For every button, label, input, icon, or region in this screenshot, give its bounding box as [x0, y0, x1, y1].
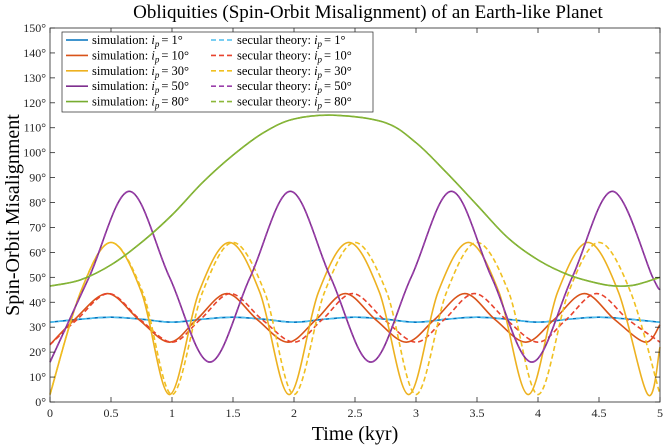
legend-symbol: i: [314, 48, 318, 62]
legend-entry-0: simulation: ip = 1°: [92, 33, 183, 49]
legend-prefix: simulation:: [92, 48, 151, 62]
legend-symbol: i: [151, 33, 155, 47]
y-tick-label: 50°: [29, 270, 46, 284]
y-tick-label: 140°: [23, 46, 46, 60]
legend-prefix: secular theory:: [237, 95, 314, 109]
legend-subscript: p: [317, 54, 323, 64]
y-tick-label: 100°: [23, 146, 46, 160]
legend-subscript: p: [317, 85, 323, 95]
series-line-9: [49, 114, 661, 287]
legend-prefix: secular theory:: [237, 33, 314, 47]
series-line-3: [49, 292, 661, 346]
legend-prefix: secular theory:: [237, 79, 314, 93]
x-tick-label: 2: [291, 406, 297, 420]
legend-value: = 1°: [324, 33, 345, 47]
chart-title: Obliquities (Spin-Orbit Misalignment) of…: [133, 2, 603, 23]
legend-value: = 30°: [324, 64, 352, 78]
y-tick-label: 0°: [35, 395, 46, 409]
legend-prefix: secular theory:: [237, 48, 314, 62]
legend-prefix: simulation:: [92, 95, 151, 109]
legend-symbol: i: [314, 95, 318, 109]
legend: simulation: ip = 1° secular theory: ip = 1°…: [61, 31, 374, 113]
legend-subscript: p: [317, 70, 323, 80]
y-tick-label: 40°: [29, 295, 46, 309]
legend-value: = 1°: [161, 33, 182, 47]
y-tick-label: 30°: [29, 320, 46, 334]
legend-entry-2: simulation: ip = 10°: [92, 48, 189, 64]
legend-subscript: p: [317, 39, 323, 49]
legend-subscript: p: [154, 39, 160, 49]
legend-symbol: i: [151, 79, 155, 93]
y-tick-label: 80°: [29, 196, 46, 210]
x-tick-label: 1.5: [226, 406, 241, 420]
legend-entry-1: secular theory: ip = 1°: [237, 33, 345, 49]
legend-subscript: p: [154, 85, 160, 95]
x-tick-label: 2.5: [348, 406, 363, 420]
legend-subscript: p: [317, 101, 323, 111]
legend-value: = 50°: [324, 79, 352, 93]
legend-entry-9: secular theory: ip = 80°: [237, 95, 352, 111]
x-tick-label: 3.5: [470, 406, 485, 420]
legend-box: [61, 31, 374, 113]
legend-symbol: i: [151, 95, 155, 109]
y-tick-label: 120°: [23, 96, 46, 110]
legend-entry-5: secular theory: ip = 30°: [237, 64, 352, 80]
legend-entry-7: secular theory: ip = 50°: [237, 79, 352, 95]
legend-value: = 10°: [161, 48, 189, 62]
legend-symbol: i: [314, 33, 318, 47]
series-line-2: [49, 292, 661, 346]
x-tick-label: 0.5: [104, 406, 119, 420]
legend-prefix: simulation:: [92, 79, 151, 93]
legend-value: = 50°: [161, 79, 189, 93]
x-tick-label: 3: [413, 406, 419, 420]
legend-subscript: p: [154, 70, 160, 80]
y-tick-label: 110°: [24, 121, 47, 135]
legend-symbol: i: [314, 79, 318, 93]
legend-entry-8: simulation: ip = 80°: [92, 95, 189, 111]
series-line-4: [49, 241, 661, 397]
legend-value: = 10°: [324, 48, 352, 62]
legend-symbol: i: [314, 64, 318, 78]
legend-entry-6: simulation: ip = 50°: [92, 79, 189, 95]
series-layer: [49, 114, 661, 397]
legend-entry-4: simulation: ip = 30°: [92, 64, 189, 80]
legend-subscript: p: [154, 54, 160, 64]
legend-subscript: p: [154, 101, 160, 111]
y-tick-label: 150°: [23, 21, 46, 35]
x-axis-title: Time (kyr): [312, 423, 398, 445]
x-tick-label: 0: [47, 406, 53, 420]
x-tick-label: 1: [169, 406, 175, 420]
y-tick-label: 10°: [29, 370, 46, 384]
y-tick-label: 90°: [29, 171, 46, 185]
x-tick-label: 4.5: [592, 406, 607, 420]
legend-value: = 80°: [324, 95, 352, 109]
legend-prefix: simulation:: [92, 33, 151, 47]
legend-value: = 80°: [161, 95, 189, 109]
y-tick-label: 20°: [29, 345, 46, 359]
y-tick-label: 60°: [29, 245, 46, 259]
tick-layer: 0 0.5 1 1.5 2 2.5 3 3.5 4 4.5 50°10°20°30°40°50°60…: [23, 21, 663, 420]
y-tick-label: 70°: [29, 220, 46, 234]
y-axis-title: Spin-Orbit Misalignment: [2, 114, 24, 316]
legend-symbol: i: [151, 64, 155, 78]
x-tick-label: 4: [535, 406, 541, 420]
legend-value: = 30°: [161, 64, 189, 78]
legend-prefix: secular theory:: [237, 64, 314, 78]
legend-entry-3: secular theory: ip = 10°: [237, 48, 352, 64]
series-line-7: [49, 190, 661, 363]
legend-symbol: i: [151, 48, 155, 62]
x-tick-label: 5: [657, 406, 663, 420]
series-line-5: [49, 241, 661, 396]
legend-prefix: simulation:: [92, 64, 151, 78]
y-tick-label: 130°: [23, 71, 46, 85]
